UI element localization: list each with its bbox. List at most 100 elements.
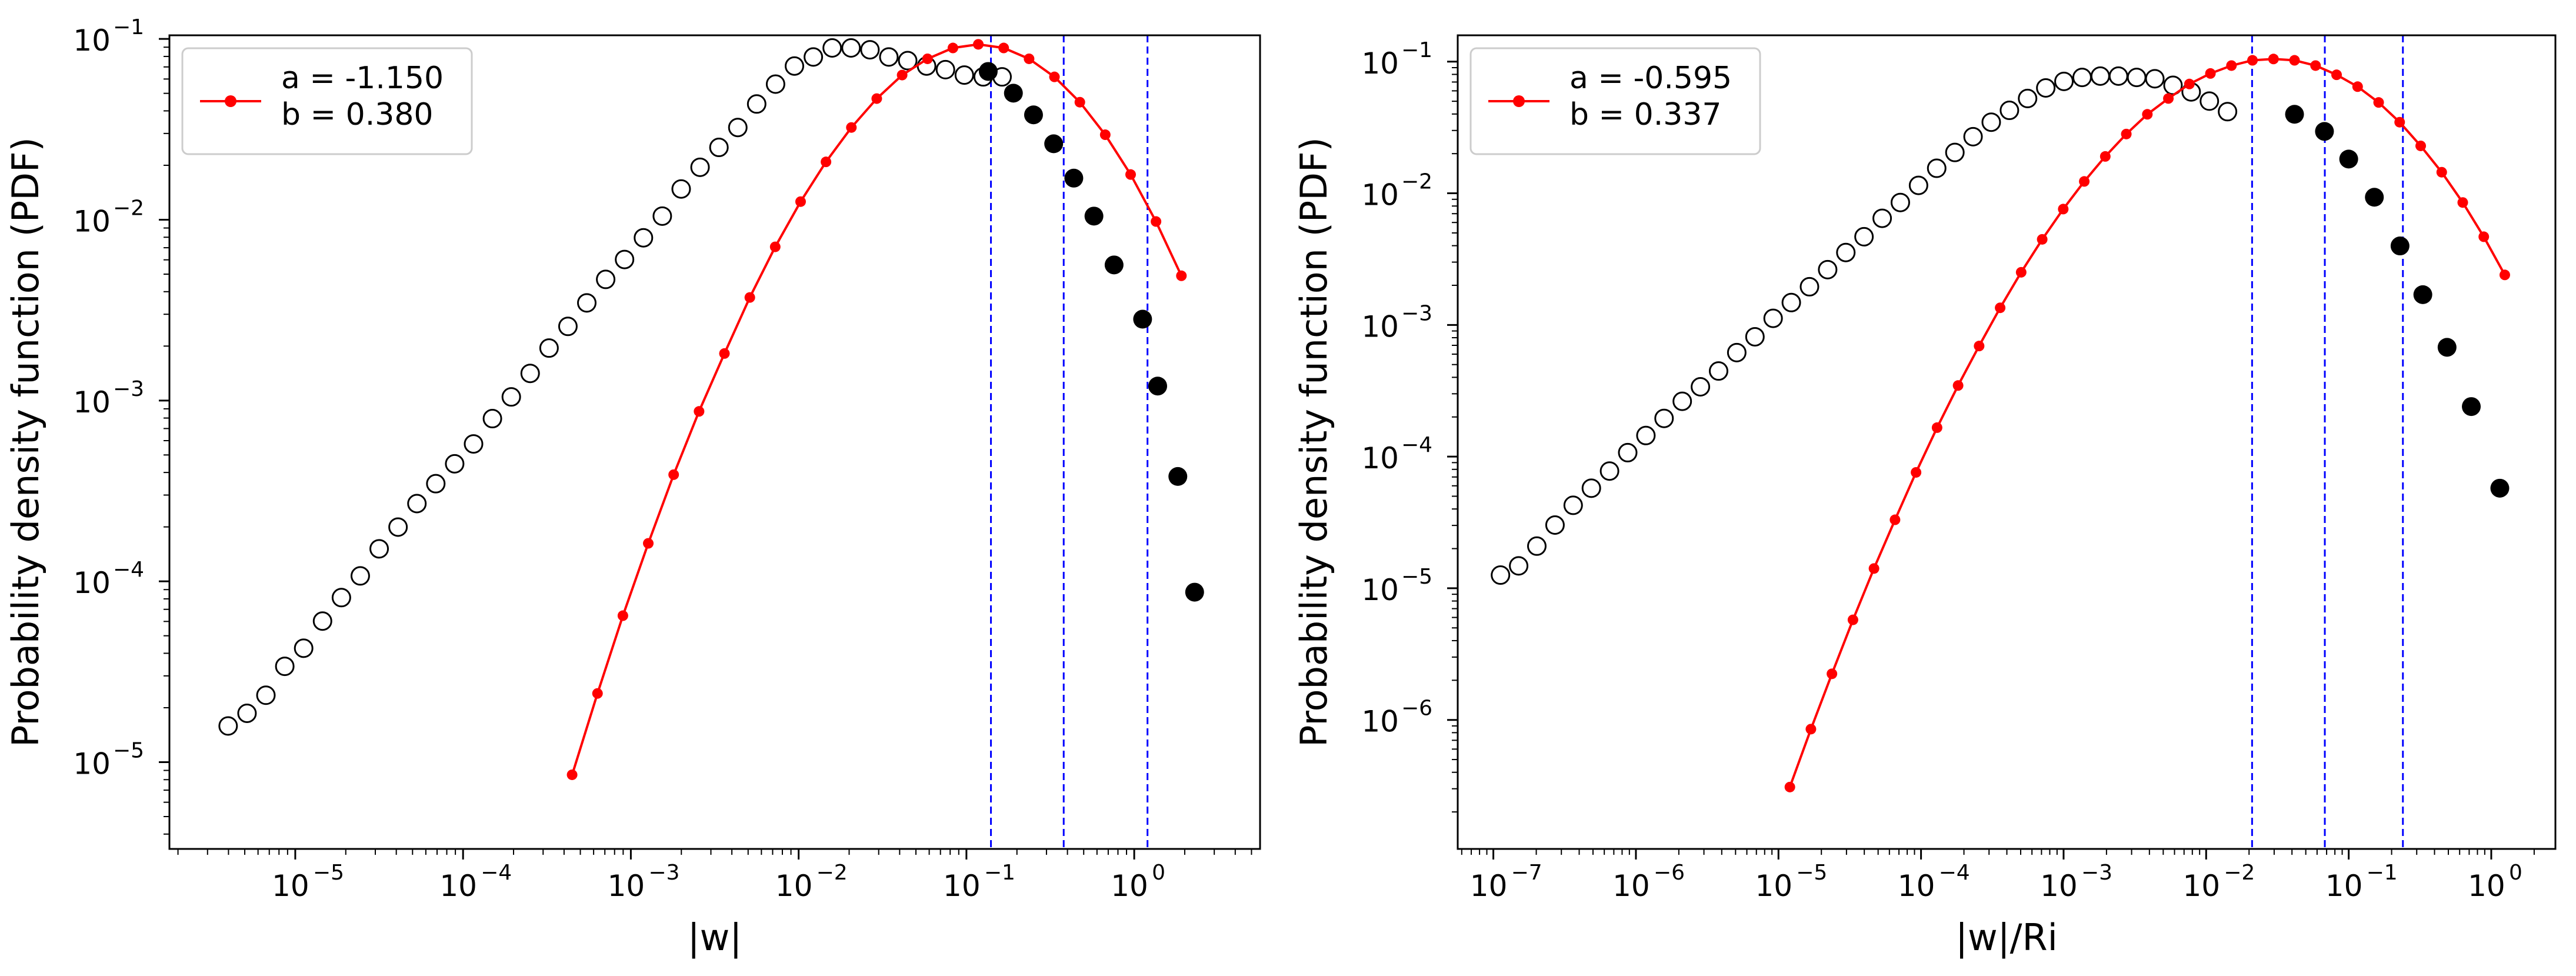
- filled-point: [1168, 467, 1188, 486]
- open-point: [331, 588, 351, 608]
- open-point: [1654, 408, 1674, 428]
- legend-marker: [225, 95, 236, 107]
- x-tick-label-4: 10: [2040, 869, 2078, 903]
- y-tick-label-3: 10: [1361, 309, 1399, 344]
- axes-frame: [168, 34, 1261, 850]
- open-point: [482, 409, 502, 429]
- left-panel: 10 −5 10 −4 10 −3 10 −2 10 −1 10 010 −510 −410 −310 −21…: [4, 15, 1261, 960]
- fit-point: [2457, 197, 2468, 208]
- open-point: [2036, 78, 2056, 98]
- filled-point: [1064, 168, 1084, 188]
- open-point: [898, 51, 918, 71]
- x-tick-label-1: 10: [1612, 869, 1650, 903]
- filled-point: [2315, 122, 2334, 141]
- fit-point: [2268, 54, 2279, 65]
- open-point: [747, 94, 767, 114]
- open-point: [1691, 377, 1711, 397]
- open-point: [1545, 515, 1565, 535]
- fit-point: [2310, 60, 2321, 71]
- x-tick-label-6: 10: [2325, 869, 2363, 903]
- fit-point: [1995, 302, 2006, 314]
- legend-marker: [1513, 95, 1525, 107]
- y-tick-exponent-1: −5: [1401, 565, 1432, 589]
- open-point: [2200, 91, 2220, 111]
- open-point: [2000, 101, 2020, 121]
- x-tick-label-2: 10: [608, 869, 645, 903]
- filled-point: [1104, 255, 1124, 275]
- open-point: [501, 387, 521, 407]
- fit-point: [922, 53, 933, 64]
- x-tick-exponent-3: −2: [817, 861, 848, 885]
- open-point: [1963, 126, 1983, 146]
- open-point: [2108, 66, 2128, 86]
- x-tick-exponent-5: 0: [1152, 861, 1165, 885]
- fit-point: [2394, 116, 2405, 128]
- open-point: [1727, 342, 1747, 362]
- fit-point: [1952, 380, 1964, 391]
- y-tick-exponent-3: −3: [1401, 301, 1432, 325]
- fit-point: [719, 348, 730, 359]
- fit-point: [1049, 71, 1060, 82]
- x-tick-label-7: 10: [2468, 869, 2505, 903]
- open-point: [1890, 192, 1910, 212]
- x-tick-label-3: 10: [1898, 869, 1935, 903]
- plot-area: [218, 38, 1204, 780]
- open-point: [218, 716, 238, 736]
- x-tick-exponent-4: −3: [2081, 861, 2112, 885]
- open-point: [822, 38, 842, 58]
- fit-point: [2478, 231, 2490, 242]
- fit-line: [1788, 58, 2506, 788]
- fit-point: [795, 196, 806, 207]
- open-point: [1745, 327, 1765, 347]
- open-point: [709, 138, 729, 158]
- open-point: [464, 434, 484, 454]
- x-tick-exponent-3: −4: [1939, 861, 1970, 885]
- legend-box: [181, 47, 473, 155]
- fit-point: [2352, 81, 2363, 92]
- x-tick-exponent-2: −5: [1796, 861, 1827, 885]
- open-point: [1945, 142, 1965, 162]
- open-point: [275, 657, 295, 677]
- open-point: [1836, 242, 1856, 262]
- open-point: [804, 47, 824, 67]
- open-point: [2054, 71, 2074, 91]
- open-point: [558, 317, 578, 337]
- open-point: [765, 74, 785, 94]
- legend-box: [1469, 47, 1761, 155]
- fit-point: [617, 610, 628, 621]
- y-tick-exponent-0: −5: [113, 738, 144, 762]
- filled-point: [1185, 582, 1204, 602]
- x-tick-label-0: 10: [272, 869, 309, 903]
- axes-frame: [1457, 34, 2557, 850]
- open-point: [1636, 425, 1656, 445]
- fit-point: [1805, 724, 1817, 735]
- fit-point: [947, 42, 958, 54]
- fit-point: [2037, 234, 2048, 245]
- open-point: [294, 638, 314, 658]
- y-tick-exponent-5: −1: [1401, 38, 1432, 62]
- x-tick-exponent-0: −7: [1511, 861, 1542, 885]
- x-tick-exponent-7: 0: [2509, 861, 2522, 885]
- y-tick-label-2: 10: [1361, 441, 1399, 475]
- x-tick-label-4: 10: [943, 869, 981, 903]
- open-point: [1981, 112, 2001, 132]
- fit-point: [1099, 129, 1111, 141]
- y-axis-label: Probability density function (PDF): [4, 137, 47, 747]
- x-tick-label-5: 10: [2182, 869, 2220, 903]
- fit-point: [973, 39, 984, 50]
- y-tick-exponent-4: −1: [113, 15, 144, 39]
- x-tick-label-2: 10: [1755, 869, 1792, 903]
- fit-point: [846, 122, 857, 133]
- y-tick-label-1: 10: [1361, 573, 1399, 607]
- filled-point: [1133, 309, 1152, 329]
- fit-point: [1868, 563, 1879, 574]
- filled-point: [1148, 377, 1168, 396]
- fit-point: [2058, 204, 2069, 215]
- fit-point: [2205, 68, 2216, 79]
- fit-point: [2436, 166, 2447, 178]
- plot-area: [1491, 54, 2510, 792]
- fit-point: [1827, 668, 1838, 679]
- open-point: [426, 474, 446, 494]
